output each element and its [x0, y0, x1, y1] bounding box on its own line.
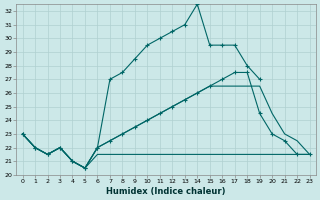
X-axis label: Humidex (Indice chaleur): Humidex (Indice chaleur) — [106, 187, 226, 196]
